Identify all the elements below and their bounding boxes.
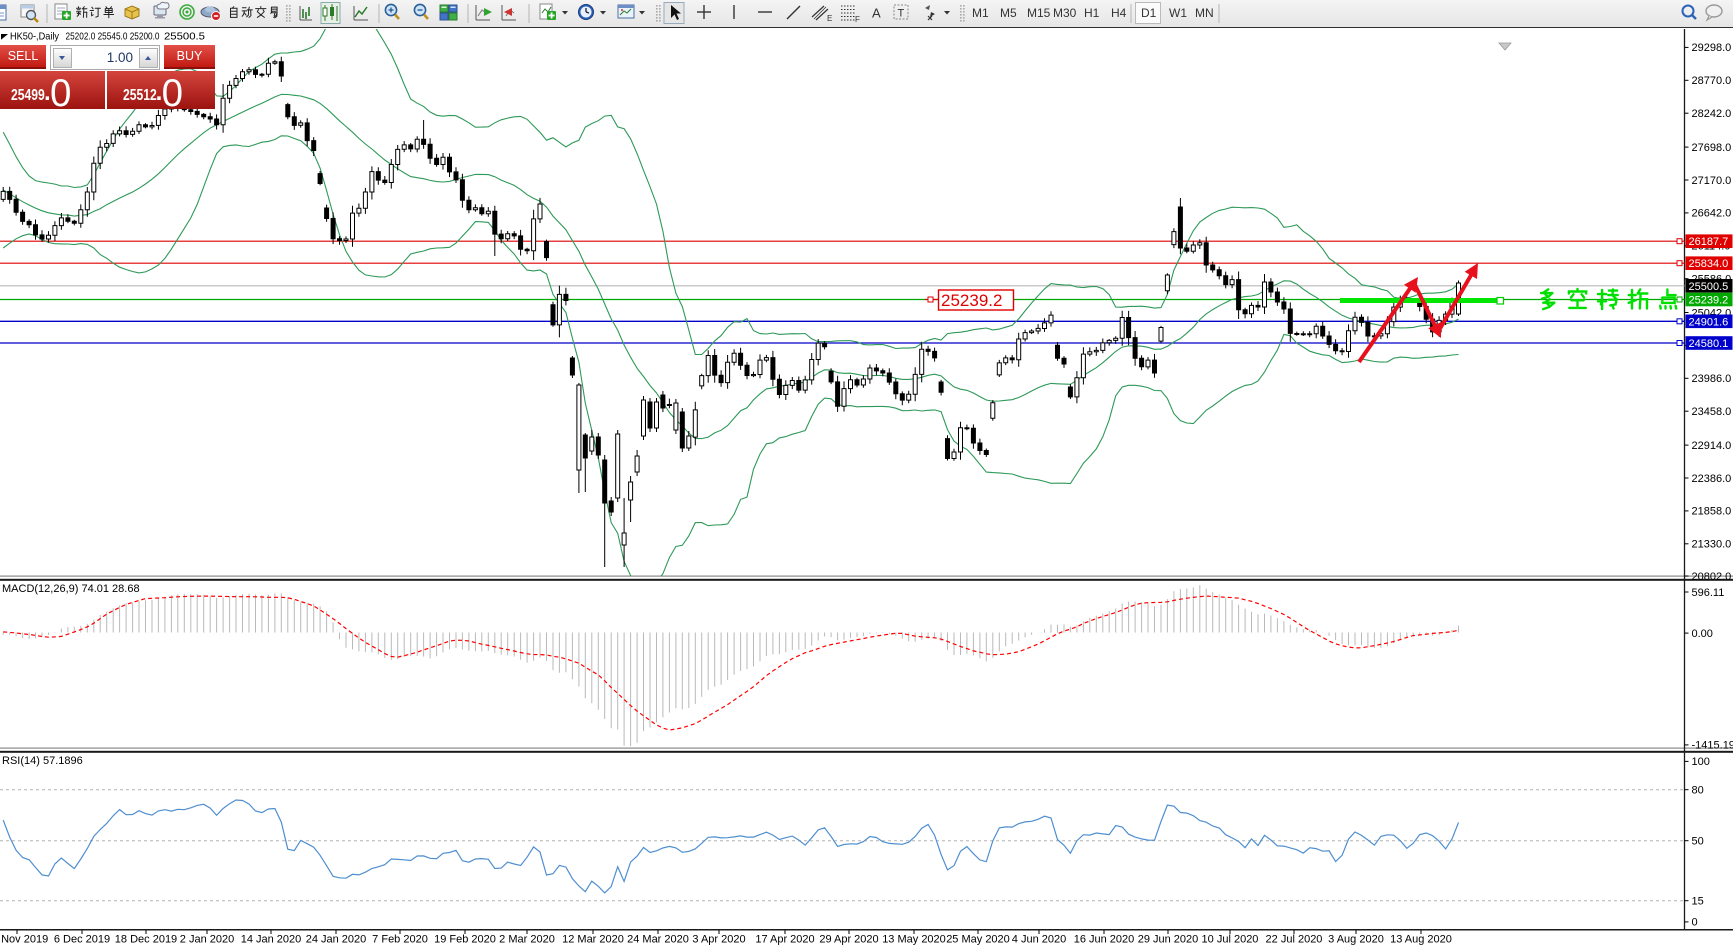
svg-text:14 Jan 2020: 14 Jan 2020 (241, 934, 302, 945)
svg-text:28770.0: 28770.0 (1692, 75, 1732, 87)
svg-text:-1415.19: -1415.19 (1692, 740, 1733, 752)
svg-text:24901.6: 24901.6 (1689, 316, 1729, 328)
svg-text:12 Mar 2020: 12 Mar 2020 (562, 934, 624, 945)
svg-text:10 Jul 2020: 10 Jul 2020 (1202, 934, 1259, 945)
svg-text:M5: M5 (1000, 6, 1017, 20)
svg-text:RSI(14) 57.1896: RSI(14) 57.1896 (2, 755, 83, 767)
svg-text:22 Nov 2019: 22 Nov 2019 (0, 934, 48, 945)
svg-text:24580.1: 24580.1 (1689, 338, 1729, 350)
svg-text:50: 50 (1692, 836, 1704, 848)
svg-text:13 Aug 2020: 13 Aug 2020 (1390, 934, 1452, 945)
svg-text:M15: M15 (1027, 6, 1051, 20)
svg-text:28242.0: 28242.0 (1692, 108, 1732, 120)
svg-text:29 Apr 2020: 29 Apr 2020 (819, 934, 878, 945)
svg-text:W1: W1 (1169, 6, 1187, 20)
svg-text:23986.0: 23986.0 (1692, 373, 1732, 385)
svg-text:596.11: 596.11 (1692, 587, 1725, 599)
svg-text:E: E (827, 14, 832, 23)
svg-text:21858.0: 21858.0 (1692, 506, 1732, 518)
svg-text:HK50-,Daily: HK50-,Daily (10, 31, 60, 43)
svg-text:100: 100 (1692, 756, 1710, 768)
svg-text:80: 80 (1692, 785, 1704, 797)
svg-text:2 Mar 2020: 2 Mar 2020 (499, 934, 555, 945)
svg-text:25202.0 25545.0 25200.0: 25202.0 25545.0 25200.0 (66, 31, 160, 43)
svg-text:13 May 2020: 13 May 2020 (882, 934, 946, 945)
svg-text:A: A (872, 6, 881, 21)
svg-text:21330.0: 21330.0 (1692, 539, 1732, 551)
svg-text:22386.0: 22386.0 (1692, 473, 1732, 485)
svg-text:H1: H1 (1084, 6, 1100, 20)
svg-text:25500.5: 25500.5 (1689, 281, 1729, 293)
svg-text:3 Aug 2020: 3 Aug 2020 (1328, 934, 1384, 945)
svg-text:25834.0: 25834.0 (1689, 258, 1729, 270)
svg-text:M1: M1 (972, 6, 989, 20)
svg-text:0.00: 0.00 (1692, 628, 1713, 640)
svg-text:T: T (898, 8, 905, 20)
svg-text:24 Jan 2020: 24 Jan 2020 (306, 934, 367, 945)
svg-text:27698.0: 27698.0 (1692, 142, 1732, 154)
svg-text:MN: MN (1195, 6, 1214, 20)
svg-text:H4: H4 (1111, 6, 1127, 20)
svg-text:25239.2: 25239.2 (941, 291, 1002, 310)
svg-text:29 Jun 2020: 29 Jun 2020 (1138, 934, 1199, 945)
svg-text:2 Jan 2020: 2 Jan 2020 (180, 934, 234, 945)
svg-text:26187.7: 26187.7 (1689, 236, 1729, 248)
svg-text:19 Feb 2020: 19 Feb 2020 (434, 934, 496, 945)
svg-text:15: 15 (1692, 896, 1704, 908)
svg-text:F: F (855, 15, 860, 24)
svg-text:22 Jul 2020: 22 Jul 2020 (1266, 934, 1323, 945)
svg-text:17 Apr 2020: 17 Apr 2020 (755, 934, 814, 945)
svg-text:MACD(12,26,9) 74.01 28.68: MACD(12,26,9) 74.01 28.68 (2, 583, 140, 595)
svg-text:0: 0 (1692, 917, 1698, 929)
svg-text:20802.0: 20802.0 (1692, 571, 1732, 583)
svg-text:25500.5: 25500.5 (164, 31, 205, 43)
svg-text:25239.2: 25239.2 (1689, 295, 1729, 307)
svg-text:7 Feb 2020: 7 Feb 2020 (372, 934, 428, 945)
svg-text:18 Dec 2019: 18 Dec 2019 (115, 934, 177, 945)
svg-text:24 Mar 2020: 24 Mar 2020 (627, 934, 689, 945)
svg-text:25 May 2020: 25 May 2020 (946, 934, 1010, 945)
svg-text:29298.0: 29298.0 (1692, 42, 1732, 54)
svg-text:D1: D1 (1141, 6, 1157, 20)
svg-text:3 Apr 2020: 3 Apr 2020 (692, 934, 745, 945)
svg-text:23458.0: 23458.0 (1692, 406, 1732, 418)
svg-text:27170.0: 27170.0 (1692, 175, 1732, 187)
svg-text:26642.0: 26642.0 (1692, 208, 1732, 220)
svg-text:6 Dec 2019: 6 Dec 2019 (54, 934, 110, 945)
svg-text:M30: M30 (1053, 6, 1077, 20)
svg-text:16 Jun 2020: 16 Jun 2020 (1074, 934, 1135, 945)
svg-text:22914.0: 22914.0 (1692, 440, 1732, 452)
svg-text:4 Jun 2020: 4 Jun 2020 (1012, 934, 1066, 945)
